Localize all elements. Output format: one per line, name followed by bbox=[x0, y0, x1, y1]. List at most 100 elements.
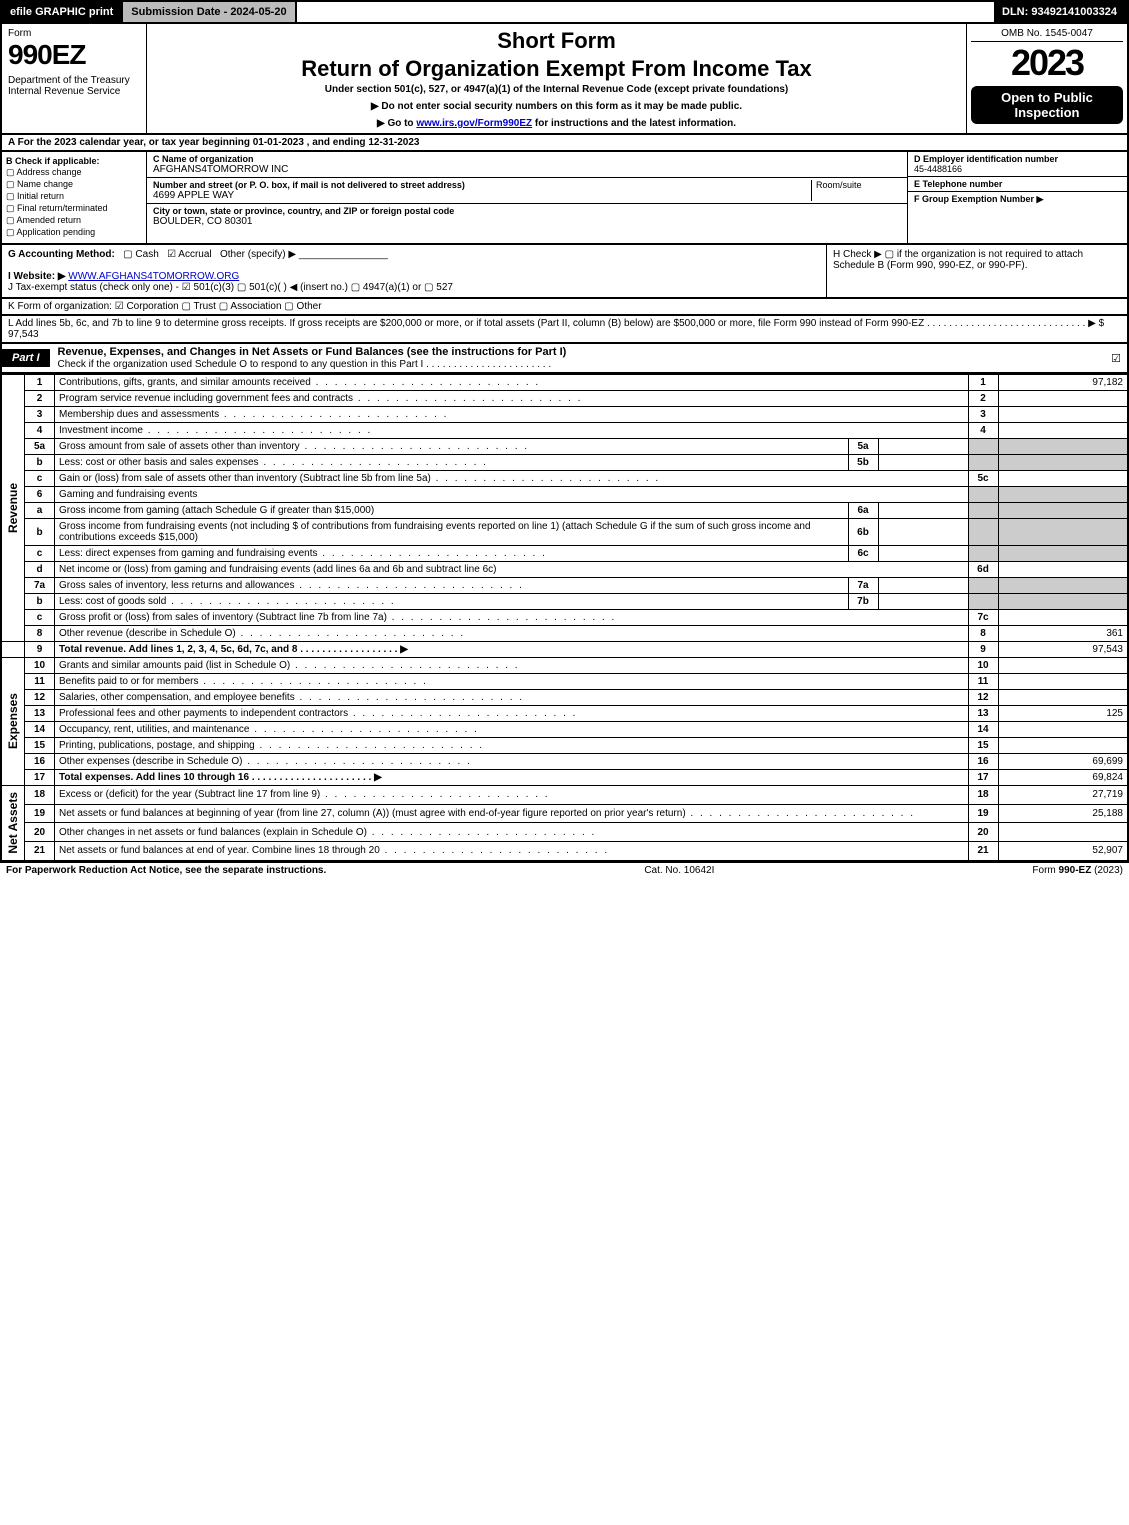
chk-amended[interactable]: ▢ Amended return bbox=[6, 215, 142, 226]
ln7b-mini: 7b bbox=[848, 594, 878, 610]
d-ein: D Employer identification number 45-4488… bbox=[908, 152, 1127, 177]
ln7b-shade2 bbox=[998, 594, 1128, 610]
chk-initial[interactable]: ▢ Initial return bbox=[6, 191, 142, 202]
org-street: 4699 APPLE WAY bbox=[153, 190, 234, 201]
chk-amended-label: Amended return bbox=[17, 215, 82, 225]
ln7c-desc: Gross profit or (loss) from sales of inv… bbox=[59, 612, 616, 623]
ln12-num: 12 bbox=[25, 690, 55, 706]
ln1-num: 1 bbox=[25, 375, 55, 391]
g-other[interactable]: Other (specify) ▶ bbox=[220, 249, 296, 260]
efile-print[interactable]: efile GRAPHIC print bbox=[2, 2, 123, 22]
c-city-row: City or town, state or province, country… bbox=[147, 204, 907, 229]
ln9-val: 97,543 bbox=[998, 642, 1128, 658]
col-b: B Check if applicable: ▢ Address change … bbox=[2, 152, 147, 243]
ln11-ref: 11 bbox=[968, 674, 998, 690]
inspection-badge: Open to Public Inspection bbox=[971, 86, 1123, 124]
b-label: B Check if applicable: bbox=[6, 156, 100, 166]
header-right: OMB No. 1545-0047 2023 Open to Public In… bbox=[967, 24, 1127, 133]
k-row: K Form of organization: ☑ Corporation ▢ … bbox=[0, 299, 1129, 316]
ln16-val: 69,699 bbox=[998, 754, 1128, 770]
revenue-side: Revenue bbox=[6, 479, 20, 537]
ln15-ref: 15 bbox=[968, 738, 998, 754]
chk-final[interactable]: ▢ Final return/terminated bbox=[6, 203, 142, 214]
return-title: Return of Organization Exempt From Incom… bbox=[155, 56, 958, 82]
top-bar: efile GRAPHIC print Submission Date - 20… bbox=[0, 0, 1129, 24]
ln16-desc: Other expenses (describe in Schedule O) bbox=[59, 756, 472, 767]
h-schedule-b: H Check ▶ ▢ if the organization is not r… bbox=[827, 245, 1127, 297]
dept-treasury: Department of the Treasury Internal Reve… bbox=[8, 75, 140, 97]
chk-final-label: Final return/terminated bbox=[17, 203, 108, 213]
irs-link[interactable]: www.irs.gov/Form990EZ bbox=[416, 118, 532, 129]
ssn-note: ▶ Do not enter social security numbers o… bbox=[155, 101, 958, 112]
ln17-desc: Total expenses. Add lines 10 through 16 … bbox=[59, 772, 382, 783]
ln20-desc: Other changes in net assets or fund bala… bbox=[59, 827, 596, 838]
part1-check[interactable]: ☑ bbox=[1105, 350, 1127, 367]
room-suite: Room/suite bbox=[811, 180, 901, 201]
row-a-period: A For the 2023 calendar year, or tax yea… bbox=[0, 135, 1129, 152]
ln21-num: 21 bbox=[25, 841, 55, 860]
ein-val: 45-4488166 bbox=[914, 164, 962, 174]
spacer bbox=[297, 2, 994, 22]
ln15-num: 15 bbox=[25, 738, 55, 754]
ln6c-minival bbox=[878, 546, 968, 562]
ln3-val bbox=[998, 407, 1128, 423]
chk-address[interactable]: ▢ Address change bbox=[6, 167, 142, 178]
ln19-num: 19 bbox=[25, 804, 55, 823]
ln5c-ref: 5c bbox=[968, 471, 998, 487]
g-accrual[interactable]: Accrual bbox=[178, 249, 211, 260]
ln18-val: 27,719 bbox=[998, 786, 1128, 805]
form-header: Form 990EZ Department of the Treasury In… bbox=[0, 24, 1129, 135]
ln6a-shade2 bbox=[998, 503, 1128, 519]
netassets-side: Net Assets bbox=[6, 788, 20, 858]
ln6c-shade2 bbox=[998, 546, 1128, 562]
ln6b-shade2 bbox=[998, 519, 1128, 546]
ln8-ref: 8 bbox=[968, 626, 998, 642]
dln: DLN: 93492141003324 bbox=[994, 2, 1127, 22]
ln6d-num: d bbox=[25, 562, 55, 578]
ln7a-mini: 7a bbox=[848, 578, 878, 594]
chk-name[interactable]: ▢ Name change bbox=[6, 179, 142, 190]
ln5b-shade2 bbox=[998, 455, 1128, 471]
ln4-ref: 4 bbox=[968, 423, 998, 439]
ln6c-desc: Less: direct expenses from gaming and fu… bbox=[59, 548, 547, 559]
ln17-ref: 17 bbox=[968, 770, 998, 786]
g-label: G Accounting Method: bbox=[8, 249, 115, 260]
ln4-val bbox=[998, 423, 1128, 439]
ln7c-num: c bbox=[25, 610, 55, 626]
short-form-title: Short Form bbox=[155, 28, 958, 54]
subtitle: Under section 501(c), 527, or 4947(a)(1)… bbox=[155, 84, 958, 95]
form-word: Form bbox=[8, 28, 140, 39]
ln12-desc: Salaries, other compensation, and employ… bbox=[59, 692, 524, 703]
section-bcdef: B Check if applicable: ▢ Address change … bbox=[0, 152, 1129, 245]
part1-tab: Part I bbox=[2, 349, 50, 367]
ln13-ref: 13 bbox=[968, 706, 998, 722]
ln20-num: 20 bbox=[25, 823, 55, 842]
chk-pending-label: Application pending bbox=[17, 227, 96, 237]
ln15-val bbox=[998, 738, 1128, 754]
ln3-ref: 3 bbox=[968, 407, 998, 423]
ln20-val bbox=[998, 823, 1128, 842]
ln3-desc: Membership dues and assessments bbox=[59, 409, 448, 420]
ln7b-shade bbox=[968, 594, 998, 610]
ln5a-minival bbox=[878, 439, 968, 455]
ln10-desc: Grants and similar amounts paid (list in… bbox=[59, 660, 520, 671]
ln5c-val bbox=[998, 471, 1128, 487]
website-link[interactable]: WWW.AFGHANS4TOMORROW.ORG bbox=[68, 271, 239, 282]
submission-date: Submission Date - 2024-05-20 bbox=[123, 2, 296, 22]
ln5b-num: b bbox=[25, 455, 55, 471]
l-row: L Add lines 5b, 6c, and 7b to line 9 to … bbox=[0, 316, 1129, 344]
ln8-val: 361 bbox=[998, 626, 1128, 642]
c-name-label: C Name of organization bbox=[153, 154, 254, 164]
ln7a-desc: Gross sales of inventory, less returns a… bbox=[59, 580, 524, 591]
ln5a-shade bbox=[968, 439, 998, 455]
ln2-val bbox=[998, 391, 1128, 407]
chk-pending[interactable]: ▢ Application pending bbox=[6, 227, 142, 238]
ln7b-num: b bbox=[25, 594, 55, 610]
ln7a-shade bbox=[968, 578, 998, 594]
g-cash[interactable]: Cash bbox=[135, 249, 158, 260]
ln5a-num: 5a bbox=[25, 439, 55, 455]
ln12-val bbox=[998, 690, 1128, 706]
f-label: F Group Exemption Number ▶ bbox=[914, 194, 1043, 204]
form-number: 990EZ bbox=[8, 39, 140, 71]
footer-mid: Cat. No. 10642I bbox=[644, 865, 714, 876]
